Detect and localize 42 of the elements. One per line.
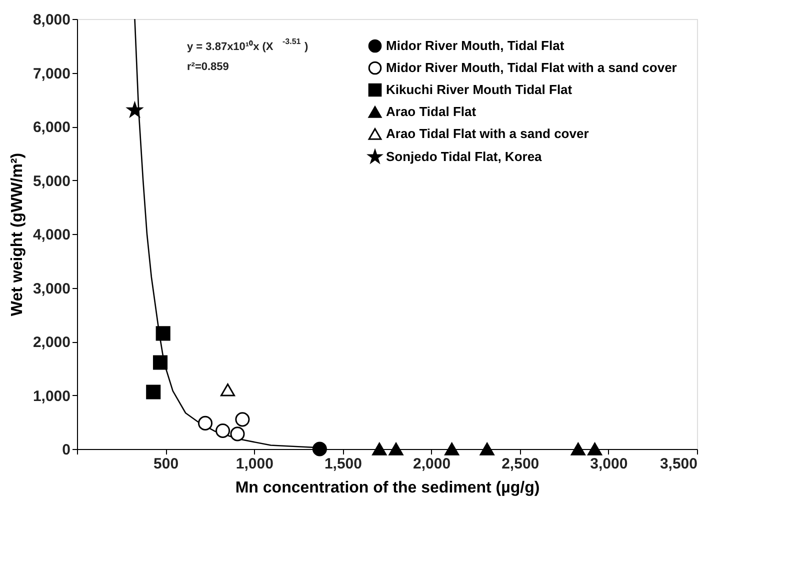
legend-label: Arao Tidal Flat (386, 104, 477, 119)
annotation: r²=0.859 (187, 61, 229, 73)
point (127, 102, 142, 117)
x-tick-label: 1,500 (324, 456, 362, 472)
legend-label: Midor River Mouth, Tidal Flat (386, 38, 565, 53)
legend-label: Sonjedo Tidal Flat, Korea (386, 149, 543, 164)
annotation: y = 3.87x10¹⁰x (X-3.51) (187, 37, 308, 53)
point (216, 423, 230, 438)
point (588, 442, 602, 456)
y-tick-label: 7,000 (32, 65, 70, 82)
y-tick-label: 5,000 (32, 172, 70, 190)
y-tick-label: 4,000 (32, 226, 70, 244)
point (156, 326, 170, 341)
point (372, 442, 387, 456)
point (570, 442, 586, 456)
x-tick-label: 1,000 (236, 456, 274, 472)
y-tick-label: 1,000 (32, 388, 70, 405)
y-tick-label: 8,000 (32, 12, 70, 28)
legend-label: Midor River Mouth, Tidal Flat with a sand cover (386, 60, 677, 75)
legend-label: Kikuchi River Mouth Tidal Flat (386, 82, 573, 97)
point (444, 442, 460, 456)
y-tick-label: 6,000 (32, 119, 70, 136)
y-tick-label: 2,000 (32, 334, 70, 351)
point (146, 384, 161, 400)
point (152, 355, 168, 370)
x-tick-label: 3,500 (660, 456, 698, 472)
x-axis-title: Mn concentration of the sediment (µg/g) (235, 480, 540, 496)
x-tick-label: 500 (154, 456, 179, 472)
legend-label: Arao Tidal Flat with a sand cover (386, 126, 589, 141)
x-tick-label: 2,500 (502, 456, 540, 472)
y-tick-label: 3,000 (32, 280, 70, 298)
point (230, 426, 245, 442)
x-tick-label: 2,000 (413, 456, 451, 472)
point (220, 383, 236, 396)
y-tick-label: 0 (62, 442, 70, 458)
point (388, 442, 404, 456)
point (312, 442, 327, 456)
x-tick-label: 3,000 (590, 456, 628, 472)
point (235, 412, 250, 427)
point (480, 442, 494, 456)
y-axis-title: Wet weight (gWW/m²) (8, 152, 26, 316)
point (198, 416, 213, 430)
